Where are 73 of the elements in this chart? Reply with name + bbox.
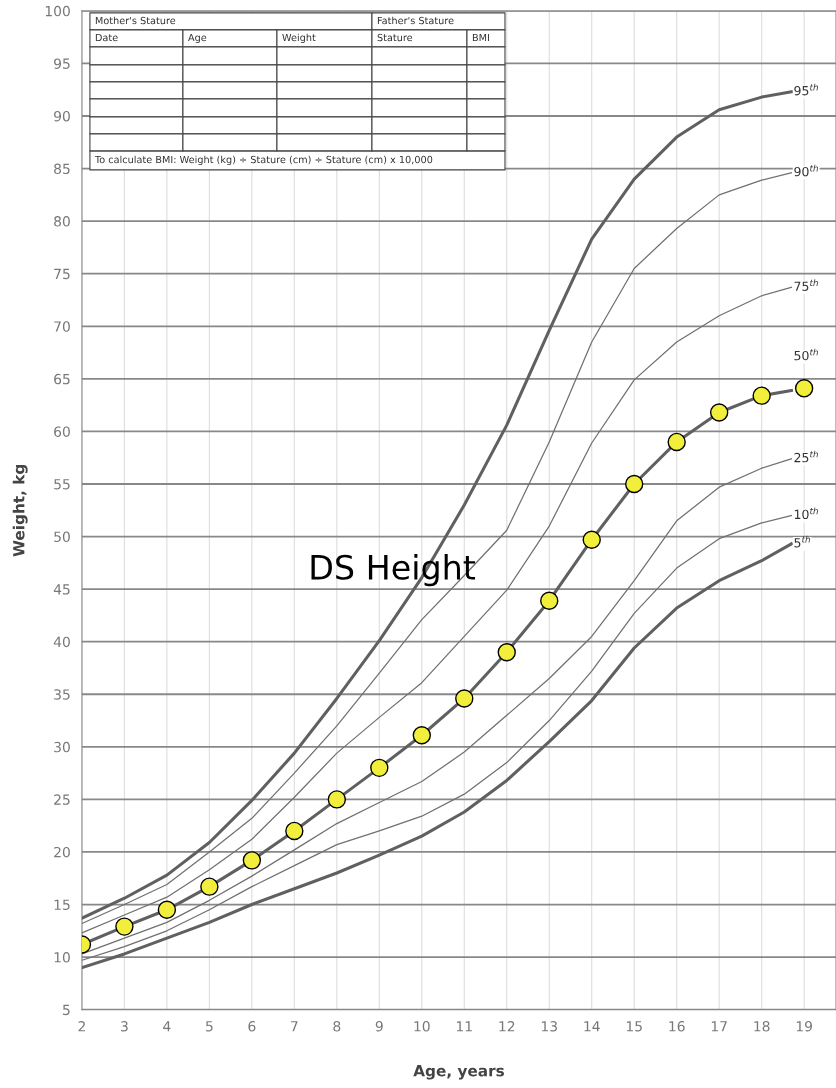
y-tick-label: 90: [54, 110, 70, 122]
annotation: Date: [95, 33, 118, 42]
x-axis-title: Age, years: [413, 1065, 504, 1080]
y-tick-label: 20: [54, 846, 70, 858]
annotation: Weight: [282, 33, 316, 44]
y-tick-label: 35: [54, 689, 70, 700]
point: [709, 403, 729, 422]
x-tick-label: 9: [375, 1021, 383, 1032]
point: [115, 917, 134, 936]
x-tick-label: 6: [248, 1021, 256, 1032]
annotation: Stature: [377, 33, 413, 42]
annotation: To calculate BMI: Weight (kg) ÷ Stature (cm) ÷ Stature (cm) x 10,000: [94, 155, 433, 166]
annotation: Mother's Stature: [95, 16, 176, 25]
point: [794, 379, 814, 398]
x-tick-label: 8: [333, 1021, 341, 1032]
y-tick-label: 95: [54, 58, 70, 69]
y-tick-label: 75: [54, 268, 70, 280]
y-tick-label: 60: [54, 426, 70, 437]
y-tick-label: 45: [53, 584, 70, 595]
series-label: 95$^{th}$: [794, 83, 818, 96]
point: [582, 530, 601, 549]
point: [540, 591, 559, 610]
point: [455, 689, 474, 708]
x-tick-label: 3: [121, 1021, 128, 1032]
y-tick-label: 5: [63, 1004, 70, 1016]
y-tick-label: 10: [54, 952, 70, 963]
text: 50$^{th}$: [794, 348, 818, 361]
x-tick-label: 5: [206, 1021, 213, 1032]
y-tick-label: 80: [54, 216, 70, 227]
y-tick-label: 15: [54, 899, 70, 910]
x-tick-label: 12: [499, 1021, 515, 1032]
x-tick-label: 15: [626, 1021, 642, 1032]
series-label: 90$^{th}$: [794, 164, 818, 177]
y-tick-label: 100: [45, 5, 70, 17]
point: [752, 386, 771, 405]
point: [370, 758, 389, 778]
x-tick-label: 7: [291, 1021, 298, 1032]
series-label: 10$^{th}$: [794, 507, 818, 520]
point: [625, 474, 644, 494]
point: [157, 900, 177, 919]
series-label: 25$^{th}$: [794, 450, 818, 463]
point: [200, 877, 219, 896]
y-tick-label: 30: [54, 741, 70, 753]
series-label: 75$^{th}$: [794, 279, 818, 291]
x-tick-label: 4: [163, 1021, 171, 1032]
point: [242, 851, 262, 870]
x-tick-label: 10: [414, 1021, 430, 1032]
point: [412, 726, 431, 745]
x-tick-label: 13: [541, 1021, 557, 1032]
point: [667, 432, 686, 452]
x-tick-label: 17: [711, 1021, 727, 1032]
x-tick-label: 14: [584, 1021, 600, 1032]
y-tick-label: 70: [54, 321, 70, 332]
y-tick-label: 65: [54, 373, 70, 385]
point: [497, 643, 516, 662]
y-tick-label: 50: [54, 531, 70, 543]
point: [327, 790, 347, 809]
series-label: 5$^{th}$: [794, 535, 810, 548]
line-series: [81, 286, 793, 934]
x-tick-label: 16: [669, 1021, 685, 1032]
annotation: BMI: [472, 33, 489, 42]
annotation: Age: [188, 33, 207, 44]
x-tick-label: 18: [754, 1021, 770, 1032]
y-tick-label: 25: [54, 794, 70, 805]
y-tick-label: 85: [54, 163, 70, 175]
x-tick-label: 2: [78, 1021, 85, 1032]
y-tick-label: 55: [54, 479, 70, 490]
x-tick-label: 19: [796, 1021, 812, 1032]
point: [285, 821, 304, 841]
y-axis-title: Weight, kg: [12, 464, 28, 557]
x-tick-label: 11: [456, 1021, 472, 1032]
annotation: Father's Stature: [377, 16, 454, 25]
y-tick-label: 40: [53, 636, 70, 648]
